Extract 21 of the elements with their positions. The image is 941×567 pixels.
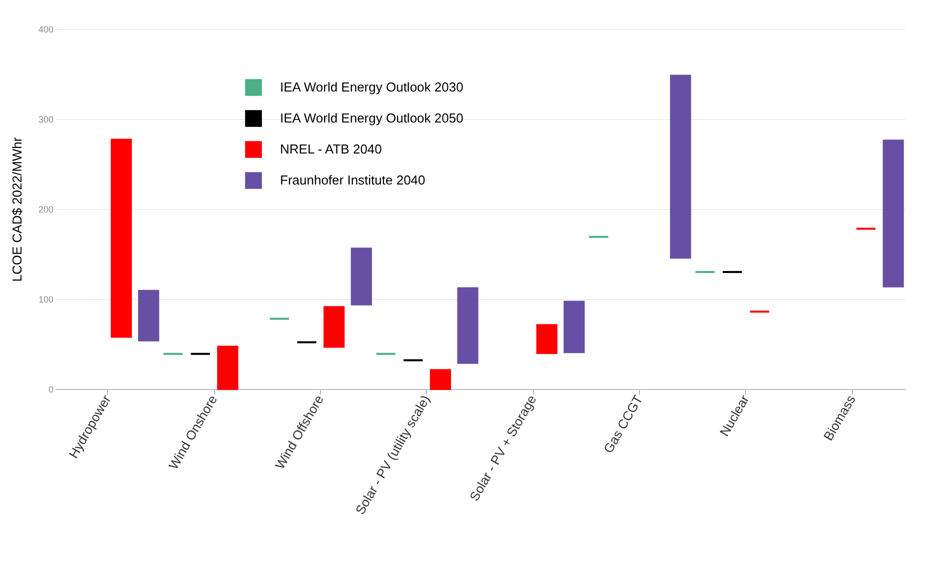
bar <box>217 346 238 390</box>
bar <box>138 290 160 342</box>
legend-label: NREL - ATB 2040 <box>280 142 382 156</box>
y-tick-label: 200 <box>38 204 54 214</box>
legend-label: Fraunhofer Institute 2040 <box>280 172 426 188</box>
bar <box>564 300 585 354</box>
y-axis-title: LCOE CAD$ 2022/MWhr <box>9 136 24 282</box>
bar <box>670 74 692 259</box>
bar <box>430 369 452 390</box>
bar <box>110 138 132 338</box>
bar <box>536 324 558 354</box>
y-tick-label: 300 <box>38 114 54 124</box>
bar <box>457 287 478 364</box>
y-tick-label: 100 <box>38 294 54 304</box>
y-tick-label: 0 <box>48 384 54 394</box>
bar <box>882 140 904 288</box>
y-tick-label: 400 <box>38 24 54 34</box>
bar <box>350 248 372 306</box>
legend-label: IEA World Energy Outlook 2030 <box>280 80 464 94</box>
bar <box>324 306 345 348</box>
legend-label: IEA World Energy Outlook 2050 <box>280 110 464 126</box>
